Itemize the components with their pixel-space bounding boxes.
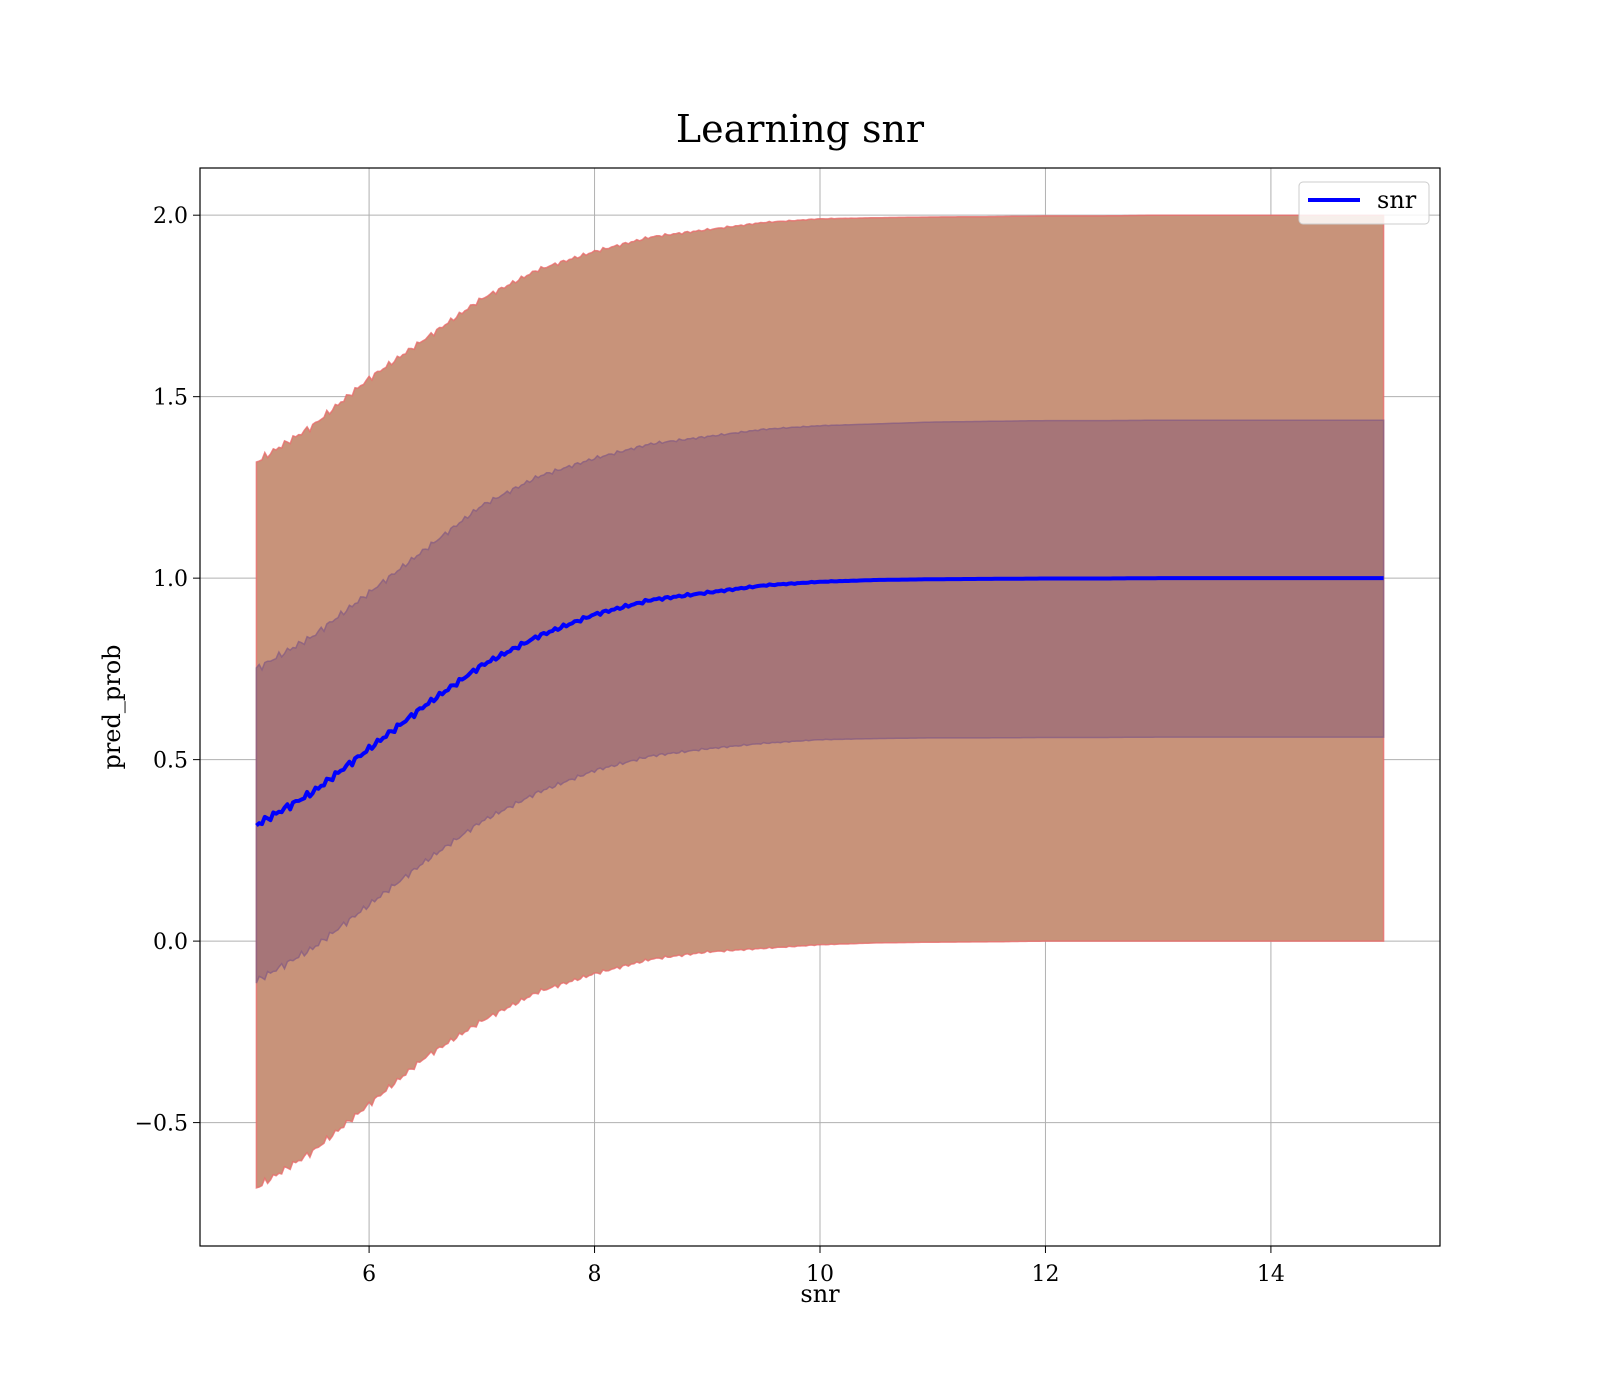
y-tick-label: 0.0 bbox=[153, 930, 188, 955]
x-axis-label: snr bbox=[800, 1280, 840, 1308]
confidence-band-2 bbox=[255, 419, 1385, 984]
confidence-bands bbox=[255, 214, 1385, 1189]
x-tick-label: 8 bbox=[588, 1262, 602, 1287]
y-tick-label: 2.0 bbox=[153, 204, 188, 229]
x-tick-label: 14 bbox=[1257, 1262, 1285, 1287]
y-tick-label: −0.5 bbox=[135, 1112, 188, 1137]
legend-box bbox=[1298, 181, 1430, 225]
y-tick-label: 1.5 bbox=[153, 386, 188, 411]
legend-label-snr: snr bbox=[1377, 186, 1417, 214]
x-tick-label: 12 bbox=[1031, 1262, 1059, 1287]
x-tick-label: 6 bbox=[362, 1262, 376, 1287]
series-line-snr bbox=[255, 576, 1384, 828]
y-tick-label: 0.5 bbox=[153, 749, 188, 774]
axis-ticks: 6 8 10 12 14 −0.5 0.0 0.5 1.0 1.5 2.0 bbox=[135, 204, 1285, 1287]
y-axis-label: pred_prob bbox=[98, 644, 126, 769]
x-tick-label: 10 bbox=[806, 1262, 834, 1287]
y-tick-label: 1.0 bbox=[153, 567, 188, 592]
series-lines bbox=[255, 576, 1384, 828]
legend: snr bbox=[1298, 181, 1430, 225]
chart-title: Learning snr bbox=[676, 107, 925, 151]
